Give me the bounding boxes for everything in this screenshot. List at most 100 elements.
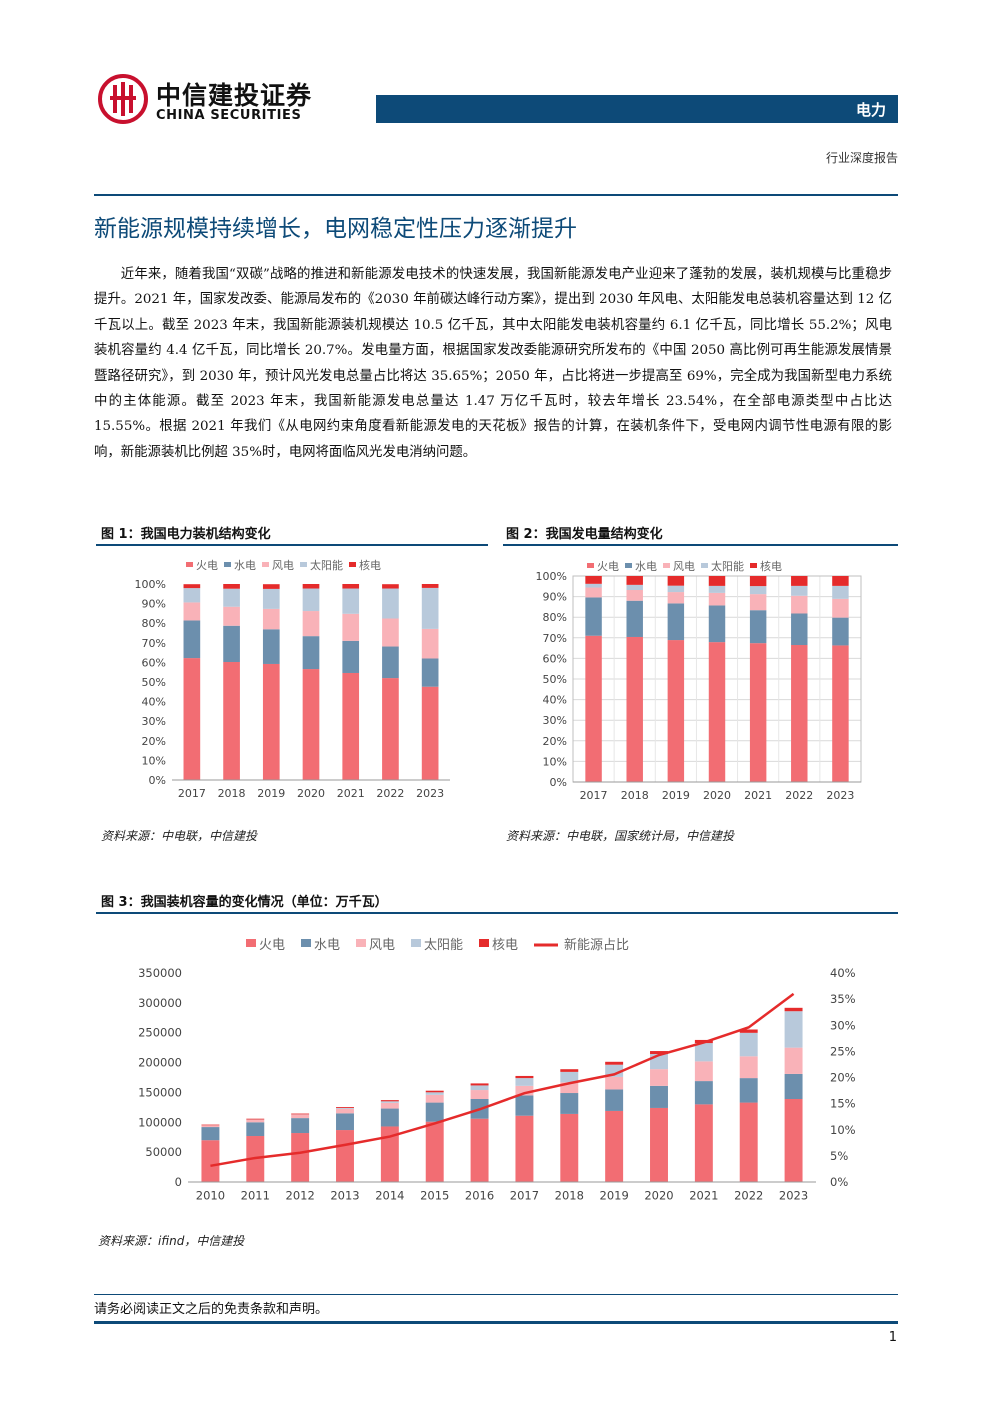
bar-segment-2019-火电 — [605, 1110, 624, 1182]
y-tick-label: 50% — [543, 673, 567, 686]
x-tick-label: 2014 — [375, 1189, 404, 1203]
bar-segment-2018-核电 — [626, 576, 643, 585]
legend-swatch — [750, 563, 757, 568]
bar-segment-2013-太阳能 — [336, 1107, 354, 1109]
y2-tick-label: 35% — [830, 992, 856, 1006]
y-tick-label: 20% — [543, 735, 567, 748]
bar-segment-2021-太阳能 — [342, 588, 360, 614]
bar-segment-2011-水电 — [246, 1122, 265, 1137]
x-tick-label: 2011 — [241, 1189, 270, 1203]
bar-segment-2010-水电 — [201, 1127, 220, 1141]
bar-segment-2021-核电 — [749, 576, 767, 587]
bar-segment-2021-水电 — [749, 610, 767, 644]
bar-segment-2019-核电 — [667, 576, 685, 586]
y-tick-label: 80% — [142, 617, 166, 630]
bar-segment-2017-核电 — [585, 576, 602, 584]
y2-tick-label: 40% — [830, 966, 856, 980]
bar-segment-2017-太阳能 — [183, 588, 201, 603]
bar-segment-2018-风电 — [223, 606, 240, 626]
bar-segment-2017-火电 — [183, 658, 201, 780]
bar-segment-2019-核电 — [605, 1061, 624, 1065]
y-tick-label: 0% — [550, 776, 567, 789]
bar-segment-2020-风电 — [302, 611, 320, 637]
figure-3-chart: 0 50000 100000 150000 200000 250000 300000 3500… — [138, 937, 856, 1203]
bar-segment-2021-风电 — [342, 613, 360, 641]
bar-segment-2019-水电 — [605, 1089, 624, 1111]
legend-label: 太阳能 — [424, 938, 463, 953]
legend-label: 新能源占比 — [564, 937, 629, 953]
y-tick-label: 60% — [543, 652, 567, 665]
x-tick-label: 2021 — [689, 1189, 718, 1203]
y2-tick-label: 30% — [830, 1018, 856, 1032]
bar-segment-2015-核电 — [425, 1090, 444, 1093]
bar-segment-2017-火电 — [515, 1115, 534, 1182]
footer-divider-bottom — [94, 1321, 898, 1324]
bar-segment-2022-核电 — [791, 576, 808, 586]
y2-tick-label: 20% — [830, 1071, 856, 1085]
bar-segment-2022-火电 — [382, 678, 399, 780]
section-title: 新能源规模持续增长，电网稳定性压力逐渐提升 — [94, 216, 577, 242]
bar-segment-2017-风电 — [183, 602, 201, 621]
figure-2-title: 图 2：我国发电量结构变化 — [506, 527, 663, 542]
bar-segment-2021-风电 — [749, 594, 767, 611]
bar-segment-2014-核电 — [380, 1100, 399, 1102]
bar-segment-2022-水电 — [791, 613, 808, 646]
y-tick-label: 100% — [135, 578, 166, 591]
x-tick-label: 2018 — [621, 789, 649, 802]
bar-segment-2013-风电 — [336, 1108, 354, 1114]
bar-segment-2023-核电 — [421, 584, 439, 588]
y-tick-label: 0% — [149, 774, 166, 787]
bar-segment-2019-太阳能 — [262, 588, 280, 609]
y-tick-label: 50000 — [145, 1145, 182, 1159]
bar-segment-2023-火电 — [421, 686, 439, 780]
legend-swatch — [301, 939, 311, 947]
y2-tick-label: 10% — [830, 1123, 856, 1137]
figure-3-title: 图 3：我国装机容量的变化情况（单位：万千瓦） — [101, 895, 388, 910]
figure-3-rule — [96, 912, 898, 914]
x-tick-label: 2017 — [580, 789, 608, 802]
bar-segment-2011-核电 — [246, 1118, 265, 1120]
bar-segment-2022-太阳能 — [791, 585, 808, 596]
y-tick-label: 60% — [142, 656, 166, 669]
sector-label: 电力 — [855, 101, 886, 119]
bar-segment-2018-水电 — [626, 600, 643, 637]
footer-divider-top — [94, 1294, 898, 1295]
disclaimer-note: 请务必阅读正文之后的免责条款和声明。 — [94, 1302, 329, 1317]
bar-segment-2022-火电 — [791, 645, 808, 782]
bar-segment-2022-水电 — [739, 1078, 758, 1103]
bar-segment-2023-风电 — [832, 598, 849, 618]
report-type-label: 行业深度报告 — [825, 151, 898, 165]
y-tick-label: 0 — [175, 1175, 182, 1189]
bar-segment-2018-太阳能 — [223, 588, 240, 607]
bar-segment-2013-水电 — [336, 1113, 354, 1131]
bar-segment-2019-火电 — [667, 640, 685, 782]
y-tick-label: 90% — [142, 598, 166, 611]
bar-segment-2018-核电 — [223, 584, 240, 589]
x-tick-label: 2015 — [420, 1189, 449, 1203]
y-tick-label: 100000 — [138, 1115, 182, 1129]
bar-segment-2018-核电 — [560, 1069, 579, 1072]
bar-segment-2019-太阳能 — [667, 585, 685, 593]
bar-segment-2013-核电 — [336, 1107, 354, 1108]
figure-1-chart: 0% 10% 20% 30% 40% 50% 60% 70% 80% 90% 100% 2017 201… — [135, 558, 450, 800]
legend-label: 火电 — [196, 559, 218, 572]
legend-swatch — [411, 939, 421, 947]
page-number: 1 — [888, 1330, 897, 1345]
bar-segment-2017-核电 — [515, 1075, 534, 1079]
bar-segment-2010-火电 — [201, 1140, 220, 1182]
x-tick-label: 2021 — [337, 787, 365, 800]
y-tick-label: 70% — [142, 637, 166, 650]
y-tick-label: 50% — [142, 676, 166, 689]
x-tick-label: 2012 — [286, 1189, 315, 1203]
x-tick-label: 2018 — [218, 787, 246, 800]
legend-label: 水电 — [234, 559, 256, 572]
bar-segment-2019-风电 — [667, 592, 685, 604]
bar-segment-2018-风电 — [626, 590, 643, 601]
y-tick-label: 80% — [543, 611, 567, 624]
bar-segment-2017-太阳能 — [515, 1078, 534, 1086]
bar-segment-2016-风电 — [470, 1090, 489, 1099]
bar-segment-2012-风电 — [291, 1114, 310, 1119]
legend-swatch — [186, 562, 193, 567]
bar-segment-2022-风电 — [739, 1056, 758, 1079]
bar-segment-2021-火电 — [342, 672, 360, 780]
